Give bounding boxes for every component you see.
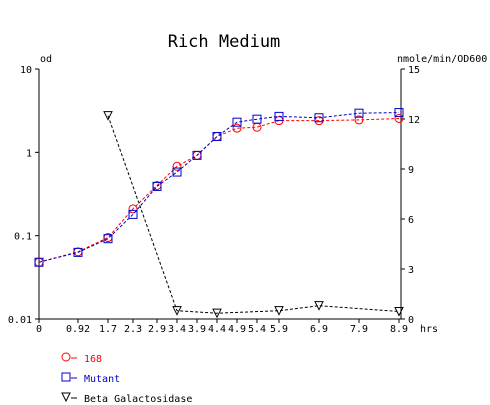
- data-point-mutant: [354, 108, 364, 118]
- legend-label-168: 168: [84, 354, 102, 365]
- data-point-168: [172, 161, 182, 171]
- data-point-beta-galactosidase: [314, 301, 324, 311]
- data-point-mutant: [172, 167, 182, 177]
- series-line-beta-galactosidase: [107, 115, 400, 314]
- x-tick-label: 2.9: [148, 324, 166, 335]
- legend-label-mutant: Mutant: [84, 374, 120, 385]
- right-tick-label: 12: [408, 115, 420, 126]
- x-tick-label: 1.7: [99, 324, 117, 335]
- data-point-mutant: [192, 150, 202, 160]
- x-axis-ticks: 0 0.92 1.7 2.3 2.9 3.4 3.9 4.4 4.9 5.4 5.9 6.9 7.9 8.…: [36, 319, 408, 335]
- left-tick-label: 1: [26, 148, 32, 159]
- chart-title: Rich Medium: [168, 32, 281, 52]
- right-tick-label: 9: [408, 165, 414, 176]
- series-line-168: [38, 118, 400, 263]
- x-tick-label: 3.9: [188, 324, 206, 335]
- data-point-mutant: [314, 113, 324, 123]
- data-point-mutant: [73, 247, 83, 257]
- data-point-mutant: [152, 181, 162, 191]
- left-axis-ticks: 10 1 0.1 0.01: [8, 65, 39, 326]
- legend: 168 Mutant Beta Galactosidase: [61, 352, 192, 405]
- x-tick-label: 4.4: [208, 324, 226, 335]
- legend-marker-mutant: [61, 372, 71, 382]
- left-tick-label: 0.01: [8, 315, 32, 326]
- data-point-mutant: [103, 234, 113, 244]
- x-tick-label: 3.4: [168, 324, 186, 335]
- data-point-168: [354, 115, 364, 125]
- legend-label-beta-galactosidase: Beta Galactosidase: [84, 394, 192, 405]
- right-tick-label: 6: [408, 215, 414, 226]
- series-line-mutant: [38, 112, 400, 263]
- data-point-mutant: [252, 114, 262, 124]
- plot-area: [34, 108, 404, 319]
- data-point-beta-galactosidase: [274, 306, 284, 316]
- x-tick-label: 4.9: [228, 324, 246, 335]
- data-point-mutant: [232, 117, 242, 127]
- left-tick-label: 0.1: [14, 232, 32, 243]
- right-tick-label: 0: [408, 315, 414, 326]
- data-point-beta-galactosidase: [103, 111, 113, 121]
- data-point-mutant: [212, 131, 222, 141]
- right-tick-label: 3: [408, 265, 414, 276]
- data-point-168: [394, 113, 404, 123]
- x-tick-label: 6.9: [310, 324, 328, 335]
- x-tick-label: 0.92: [66, 324, 90, 335]
- x-axis-label: hrs: [420, 324, 438, 335]
- right-axis-label: nmole/min/OD600: [397, 54, 487, 65]
- x-tick-label: 7.9: [350, 324, 368, 335]
- data-point-mutant: [394, 108, 404, 118]
- x-tick-label: 8.9: [390, 324, 408, 335]
- data-point-mutant: [34, 257, 44, 267]
- right-tick-label: 15: [408, 65, 420, 76]
- x-tick-label: 2.3: [124, 324, 142, 335]
- data-point-168: [232, 123, 242, 133]
- data-point-mutant: [128, 209, 138, 219]
- data-point-beta-galactosidase: [212, 308, 222, 319]
- legend-marker-168: [61, 352, 71, 362]
- data-point-mutant: [274, 111, 284, 121]
- x-tick-label: 5.9: [270, 324, 288, 335]
- data-point-168: [128, 204, 138, 214]
- left-axis-label: od: [40, 54, 52, 65]
- legend-marker-beta-galactosidase: [61, 392, 71, 403]
- data-point-beta-galactosidase: [172, 306, 182, 316]
- x-tick-label: 5.4: [248, 324, 266, 335]
- data-point-168: [212, 131, 222, 141]
- left-tick-label: 10: [20, 65, 32, 76]
- x-tick-label: 0: [36, 324, 42, 335]
- right-axis-ticks: 15 12 9 6 3 0: [401, 65, 420, 326]
- data-point-beta-galactosidase: [394, 307, 404, 317]
